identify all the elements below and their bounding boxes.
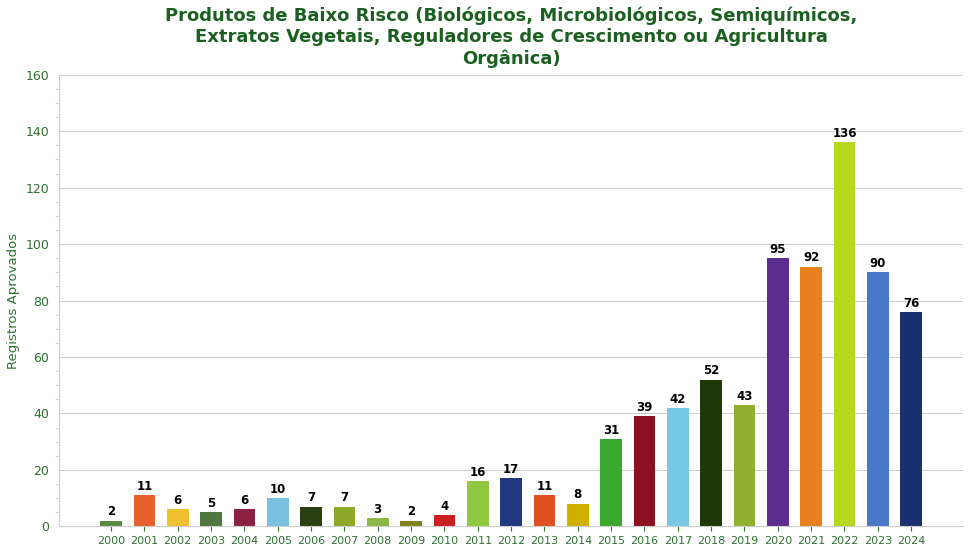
Bar <box>700 379 721 526</box>
Text: 11: 11 <box>136 480 152 493</box>
Bar <box>299 507 322 526</box>
Text: 8: 8 <box>573 488 581 502</box>
Text: 3: 3 <box>373 503 382 515</box>
Bar <box>433 515 454 526</box>
Bar <box>533 495 554 526</box>
Text: 52: 52 <box>703 364 719 377</box>
Bar <box>167 509 188 526</box>
Text: 10: 10 <box>269 483 286 496</box>
Title: Produtos de Baixo Risco (Biológicos, Microbiológicos, Semiquímicos,
Extratos Veg: Produtos de Baixo Risco (Biológicos, Mic… <box>165 7 857 67</box>
Y-axis label: Registros Aprovados: Registros Aprovados <box>7 232 20 369</box>
Text: 76: 76 <box>902 296 919 310</box>
Text: 6: 6 <box>173 494 181 507</box>
Text: 136: 136 <box>831 127 856 140</box>
Text: 43: 43 <box>735 390 752 403</box>
Text: 92: 92 <box>802 252 819 264</box>
Text: 95: 95 <box>768 243 785 256</box>
Bar <box>234 509 255 526</box>
Text: 16: 16 <box>469 466 485 479</box>
Bar <box>667 408 688 526</box>
Bar <box>600 439 621 526</box>
Text: 2: 2 <box>107 505 115 518</box>
Text: 2: 2 <box>407 505 415 518</box>
Bar <box>832 143 855 526</box>
Bar <box>200 512 222 526</box>
Bar <box>100 521 122 526</box>
Bar <box>500 478 521 526</box>
Text: 90: 90 <box>869 257 885 270</box>
Bar <box>899 312 921 526</box>
Bar <box>366 518 389 526</box>
Text: 11: 11 <box>536 480 552 493</box>
Bar <box>633 416 655 526</box>
Text: 42: 42 <box>669 393 685 405</box>
Bar <box>134 495 155 526</box>
Text: 39: 39 <box>636 401 652 414</box>
Bar <box>566 504 588 526</box>
Bar <box>866 272 888 526</box>
Text: 4: 4 <box>440 500 448 513</box>
Text: 17: 17 <box>503 463 518 476</box>
Bar <box>799 267 821 526</box>
Bar <box>766 258 788 526</box>
Text: 5: 5 <box>206 497 215 510</box>
Text: 31: 31 <box>603 424 618 436</box>
Bar <box>266 498 288 526</box>
Bar <box>333 507 355 526</box>
Bar <box>466 481 488 526</box>
Text: 7: 7 <box>306 491 315 504</box>
Text: 6: 6 <box>240 494 248 507</box>
Bar <box>733 405 755 526</box>
Text: 7: 7 <box>340 491 348 504</box>
Bar <box>400 521 422 526</box>
